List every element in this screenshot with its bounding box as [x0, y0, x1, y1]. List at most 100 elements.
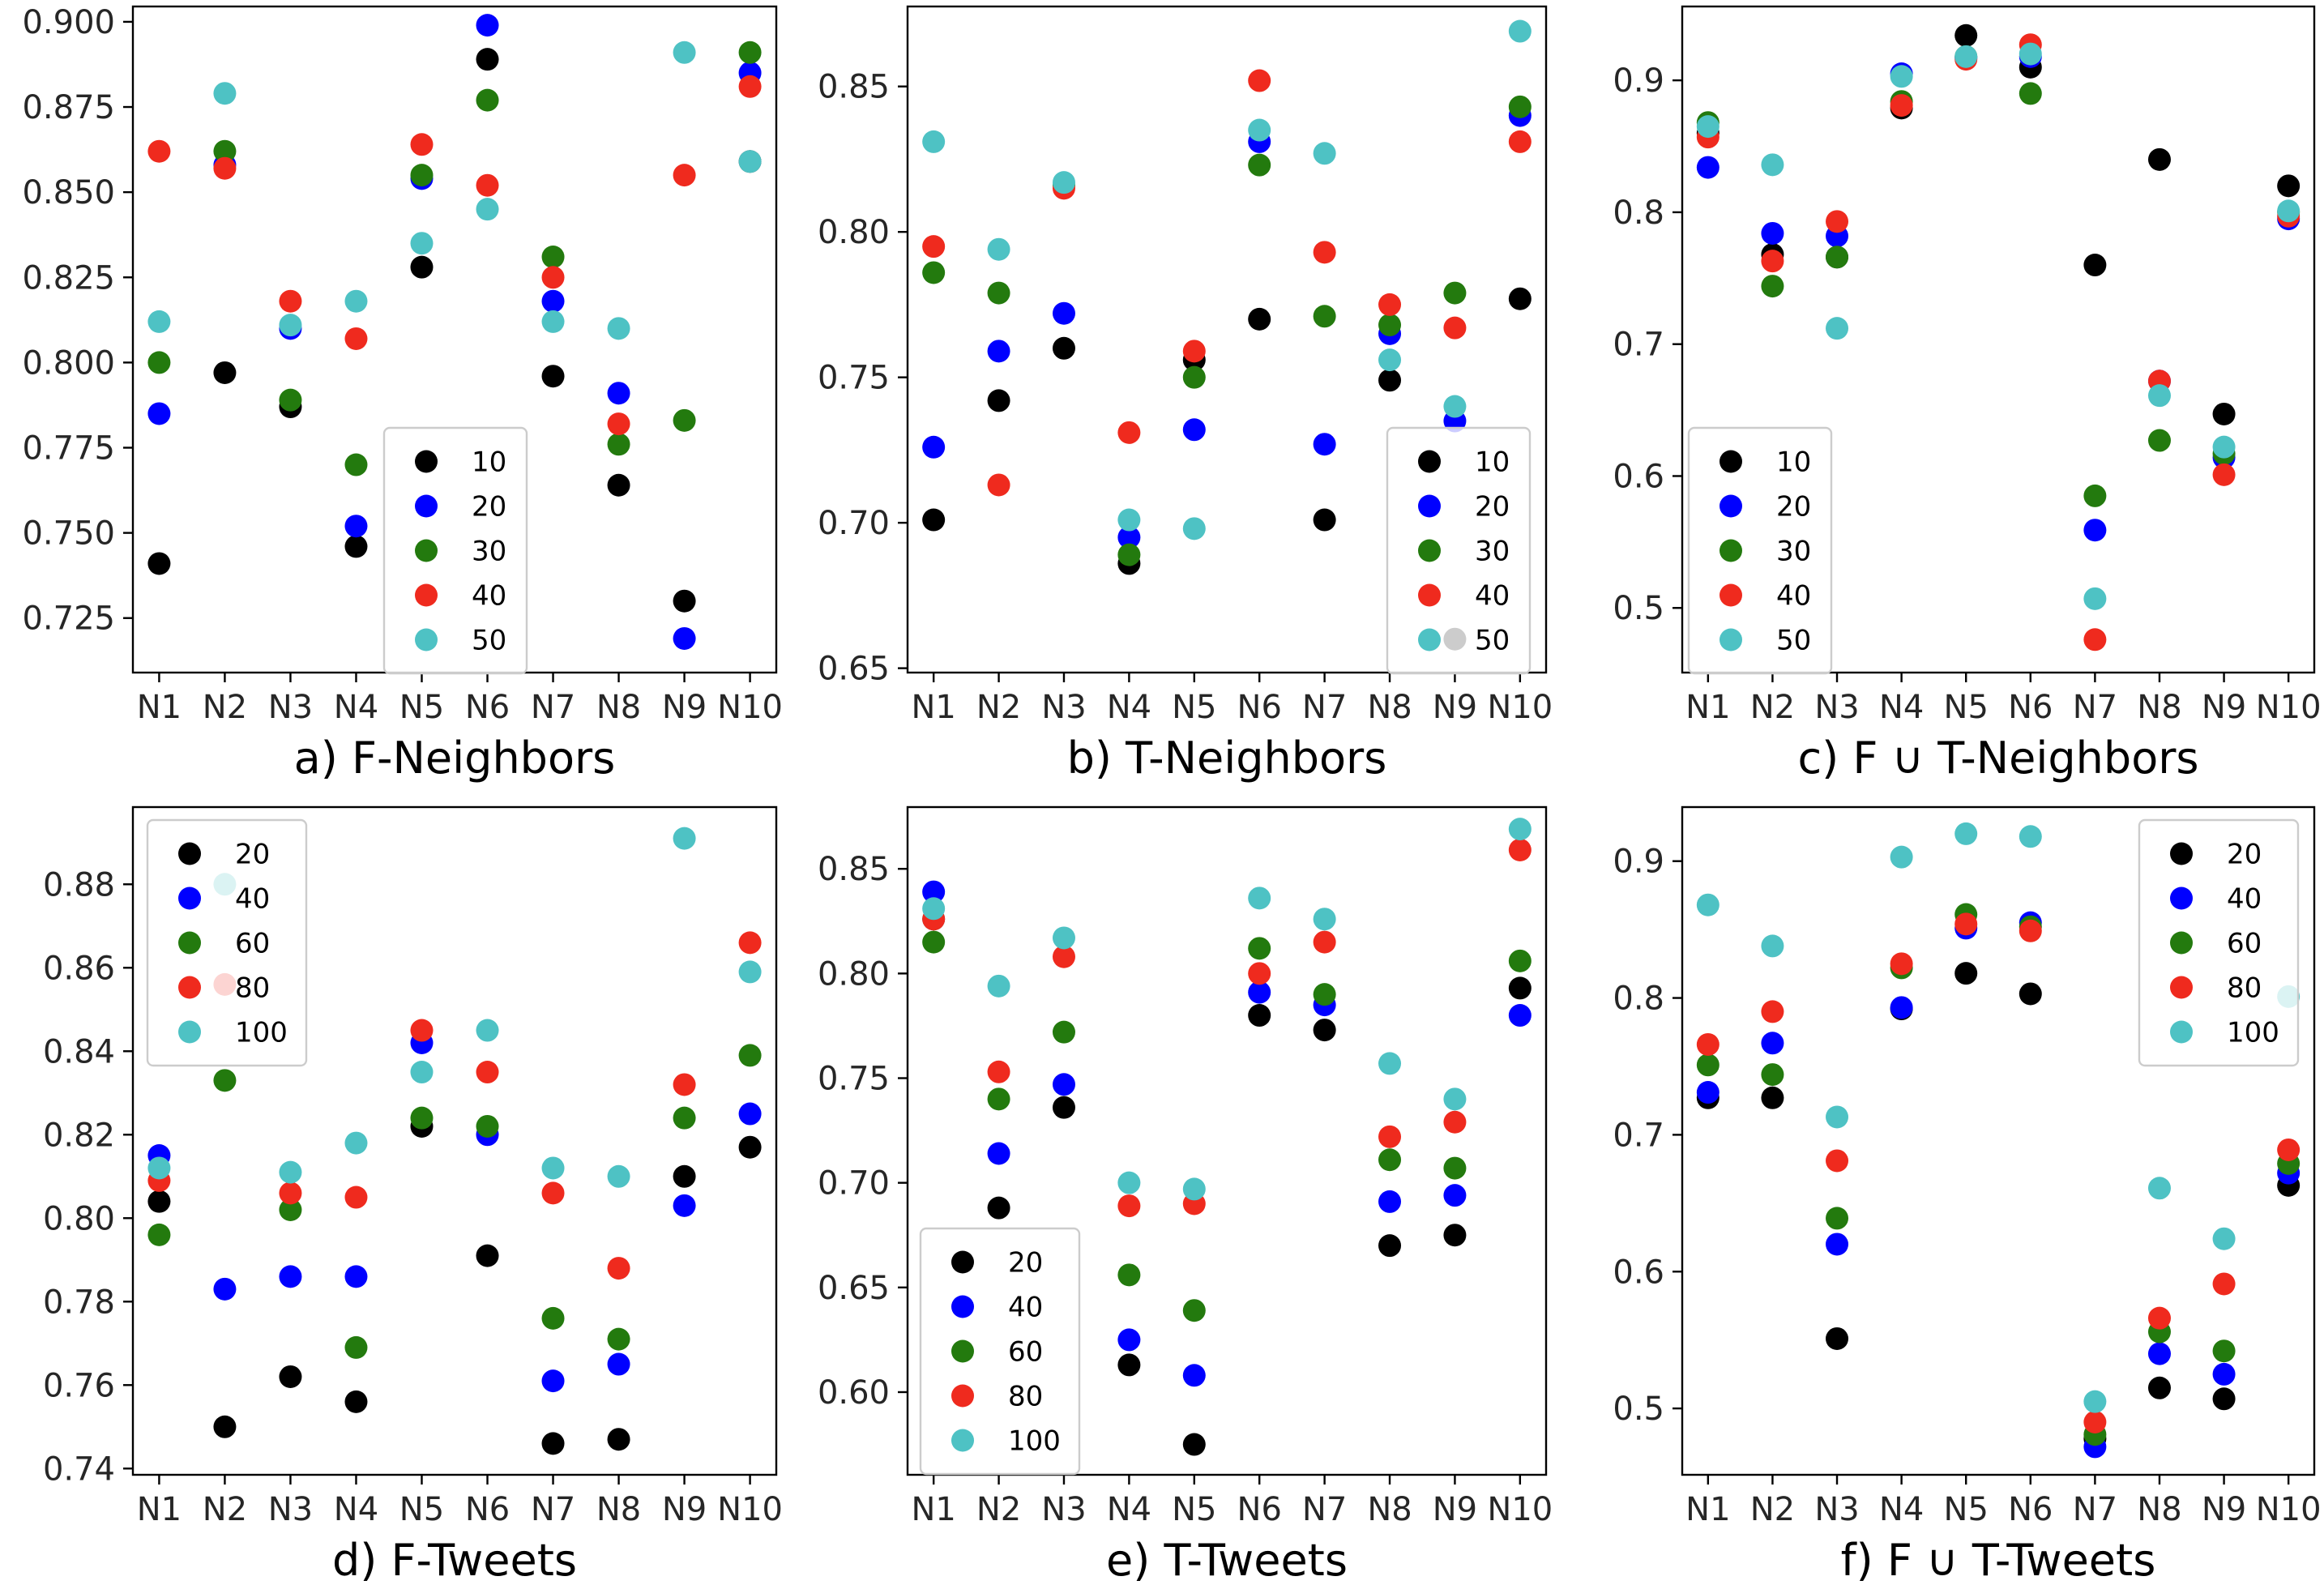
legend-marker-40 — [1720, 583, 1742, 607]
data-point-100-N8 — [1378, 1052, 1402, 1075]
data-point-30-N5 — [1182, 365, 1206, 389]
x-tick-label: N7 — [531, 689, 575, 726]
data-point-60-N3 — [279, 1198, 302, 1221]
x-tick-label: N6 — [465, 689, 510, 726]
y-tick-label: 0.5 — [1613, 590, 1664, 627]
legend-label-40: 40 — [1008, 1292, 1043, 1324]
data-point-20-N9 — [673, 1164, 696, 1188]
data-point-80-N9 — [2212, 1272, 2236, 1296]
y-tick-label: 0.60 — [818, 1374, 890, 1412]
x-tick-label: N4 — [1879, 1491, 1924, 1528]
legend: 10 20 30 40 50 — [1386, 426, 1532, 675]
data-point-40-N2 — [1761, 1032, 1784, 1055]
data-point-10-N3 — [1052, 336, 1075, 360]
data-point-40-N4 — [344, 1265, 368, 1288]
x-tick-label: N5 — [1172, 689, 1216, 726]
legend-label-80: 80 — [235, 972, 270, 1005]
panel-title: f) F ∪ T-Tweets — [1841, 1535, 2156, 1585]
data-point-40-N10 — [738, 75, 762, 98]
y-tick-label: 0.8 — [1613, 194, 1664, 232]
data-point-30-N10 — [1508, 95, 1532, 118]
legend-marker-100 — [951, 1429, 974, 1452]
y-tick-label: 0.74 — [43, 1450, 115, 1488]
data-point-80-N3 — [1826, 1149, 1849, 1173]
legend-marker-100 — [178, 1020, 201, 1044]
x-tick-label: N4 — [334, 689, 378, 726]
legend-label-20: 20 — [2227, 839, 2262, 871]
y-tick-label: 0.86 — [43, 950, 115, 987]
data-point-30-N3 — [1826, 246, 1849, 269]
data-point-10-N7 — [2083, 254, 2107, 277]
legend-marker-30 — [415, 539, 438, 562]
x-tick-label: N2 — [1750, 689, 1795, 726]
data-point-20-N7 — [541, 289, 565, 313]
legend-marker-40 — [1418, 583, 1441, 607]
data-point-20-N2 — [213, 1415, 237, 1438]
data-point-50-N1 — [147, 310, 171, 333]
data-point-30-N10 — [738, 41, 762, 64]
data-point-30-N6 — [1248, 153, 1271, 177]
data-point-50-N9 — [673, 41, 696, 64]
data-point-100-N1 — [1696, 893, 1720, 916]
legend-marker-80 — [951, 1384, 974, 1408]
data-point-40-N2 — [213, 156, 237, 180]
data-point-40-N8 — [607, 1352, 630, 1376]
data-point-20-N4 — [1117, 1353, 1141, 1377]
data-point-10-N2 — [987, 389, 1010, 412]
data-point-50-N2 — [987, 237, 1010, 261]
legend-label-20: 20 — [1008, 1247, 1043, 1280]
data-point-40-N8 — [1378, 1190, 1402, 1213]
data-point-30-N5 — [410, 164, 434, 187]
data-point-100-N4 — [1117, 1171, 1141, 1194]
data-point-60-N8 — [607, 1327, 630, 1351]
legend-box — [146, 818, 308, 1067]
data-point-50-N3 — [279, 314, 302, 337]
data-point-80-N2 — [1761, 1000, 1784, 1023]
data-point-20-N6 — [476, 14, 499, 37]
y-tick-label: 0.7 — [1613, 327, 1664, 364]
x-tick-label: N7 — [1302, 689, 1347, 726]
data-point-50-N10 — [738, 150, 762, 173]
data-point-40-N9 — [673, 164, 696, 187]
data-point-40-N1 — [147, 139, 171, 163]
y-tick-label: 0.6 — [1613, 1254, 1664, 1291]
data-point-40-N10 — [738, 1102, 762, 1126]
data-point-100-N10 — [738, 960, 762, 984]
data-point-40-N9 — [673, 1194, 696, 1217]
data-point-80-N5 — [410, 1019, 434, 1042]
data-point-20-N1 — [922, 435, 946, 459]
legend-marker-20 — [2170, 842, 2193, 865]
data-point-20-N9 — [673, 626, 696, 650]
legend-box — [1687, 426, 1833, 675]
data-point-40-N6 — [1248, 69, 1271, 92]
data-point-30-N4 — [1117, 543, 1141, 566]
data-point-20-N2 — [1761, 221, 1784, 245]
y-tick-label: 0.80 — [818, 214, 890, 251]
legend-marker-10 — [1720, 450, 1742, 473]
x-tick-label: N2 — [203, 689, 247, 726]
legend-label-10: 10 — [1475, 446, 1510, 479]
data-point-80-N2 — [987, 1060, 1010, 1083]
x-tick-label: N4 — [1107, 1491, 1151, 1528]
y-tick-label: 0.82 — [43, 1117, 115, 1154]
x-tick-label: N10 — [717, 689, 783, 726]
data-point-100-N1 — [147, 1156, 171, 1180]
data-point-40-N3 — [279, 1265, 302, 1288]
data-point-40-N2 — [1761, 250, 1784, 273]
x-tick-label: N9 — [1433, 689, 1477, 726]
data-point-60-N9 — [2212, 1339, 2236, 1363]
data-point-50-N6 — [1248, 118, 1271, 142]
legend-label-80: 80 — [2227, 972, 2262, 1005]
legend-label-60: 60 — [235, 928, 270, 960]
data-point-80-N4 — [1117, 1194, 1141, 1218]
legend-label-50: 50 — [1776, 625, 1811, 657]
data-point-20-N6 — [476, 1244, 499, 1267]
data-point-40-N3 — [279, 289, 302, 313]
x-tick-label: N8 — [2137, 689, 2181, 726]
data-point-30-N3 — [279, 388, 302, 412]
data-point-100-N9 — [1443, 1087, 1467, 1111]
x-tick-label: N3 — [1814, 1491, 1859, 1528]
x-tick-label: N2 — [203, 1491, 247, 1528]
legend-marker-100 — [2170, 1020, 2193, 1044]
legend-label-10: 10 — [472, 446, 506, 479]
